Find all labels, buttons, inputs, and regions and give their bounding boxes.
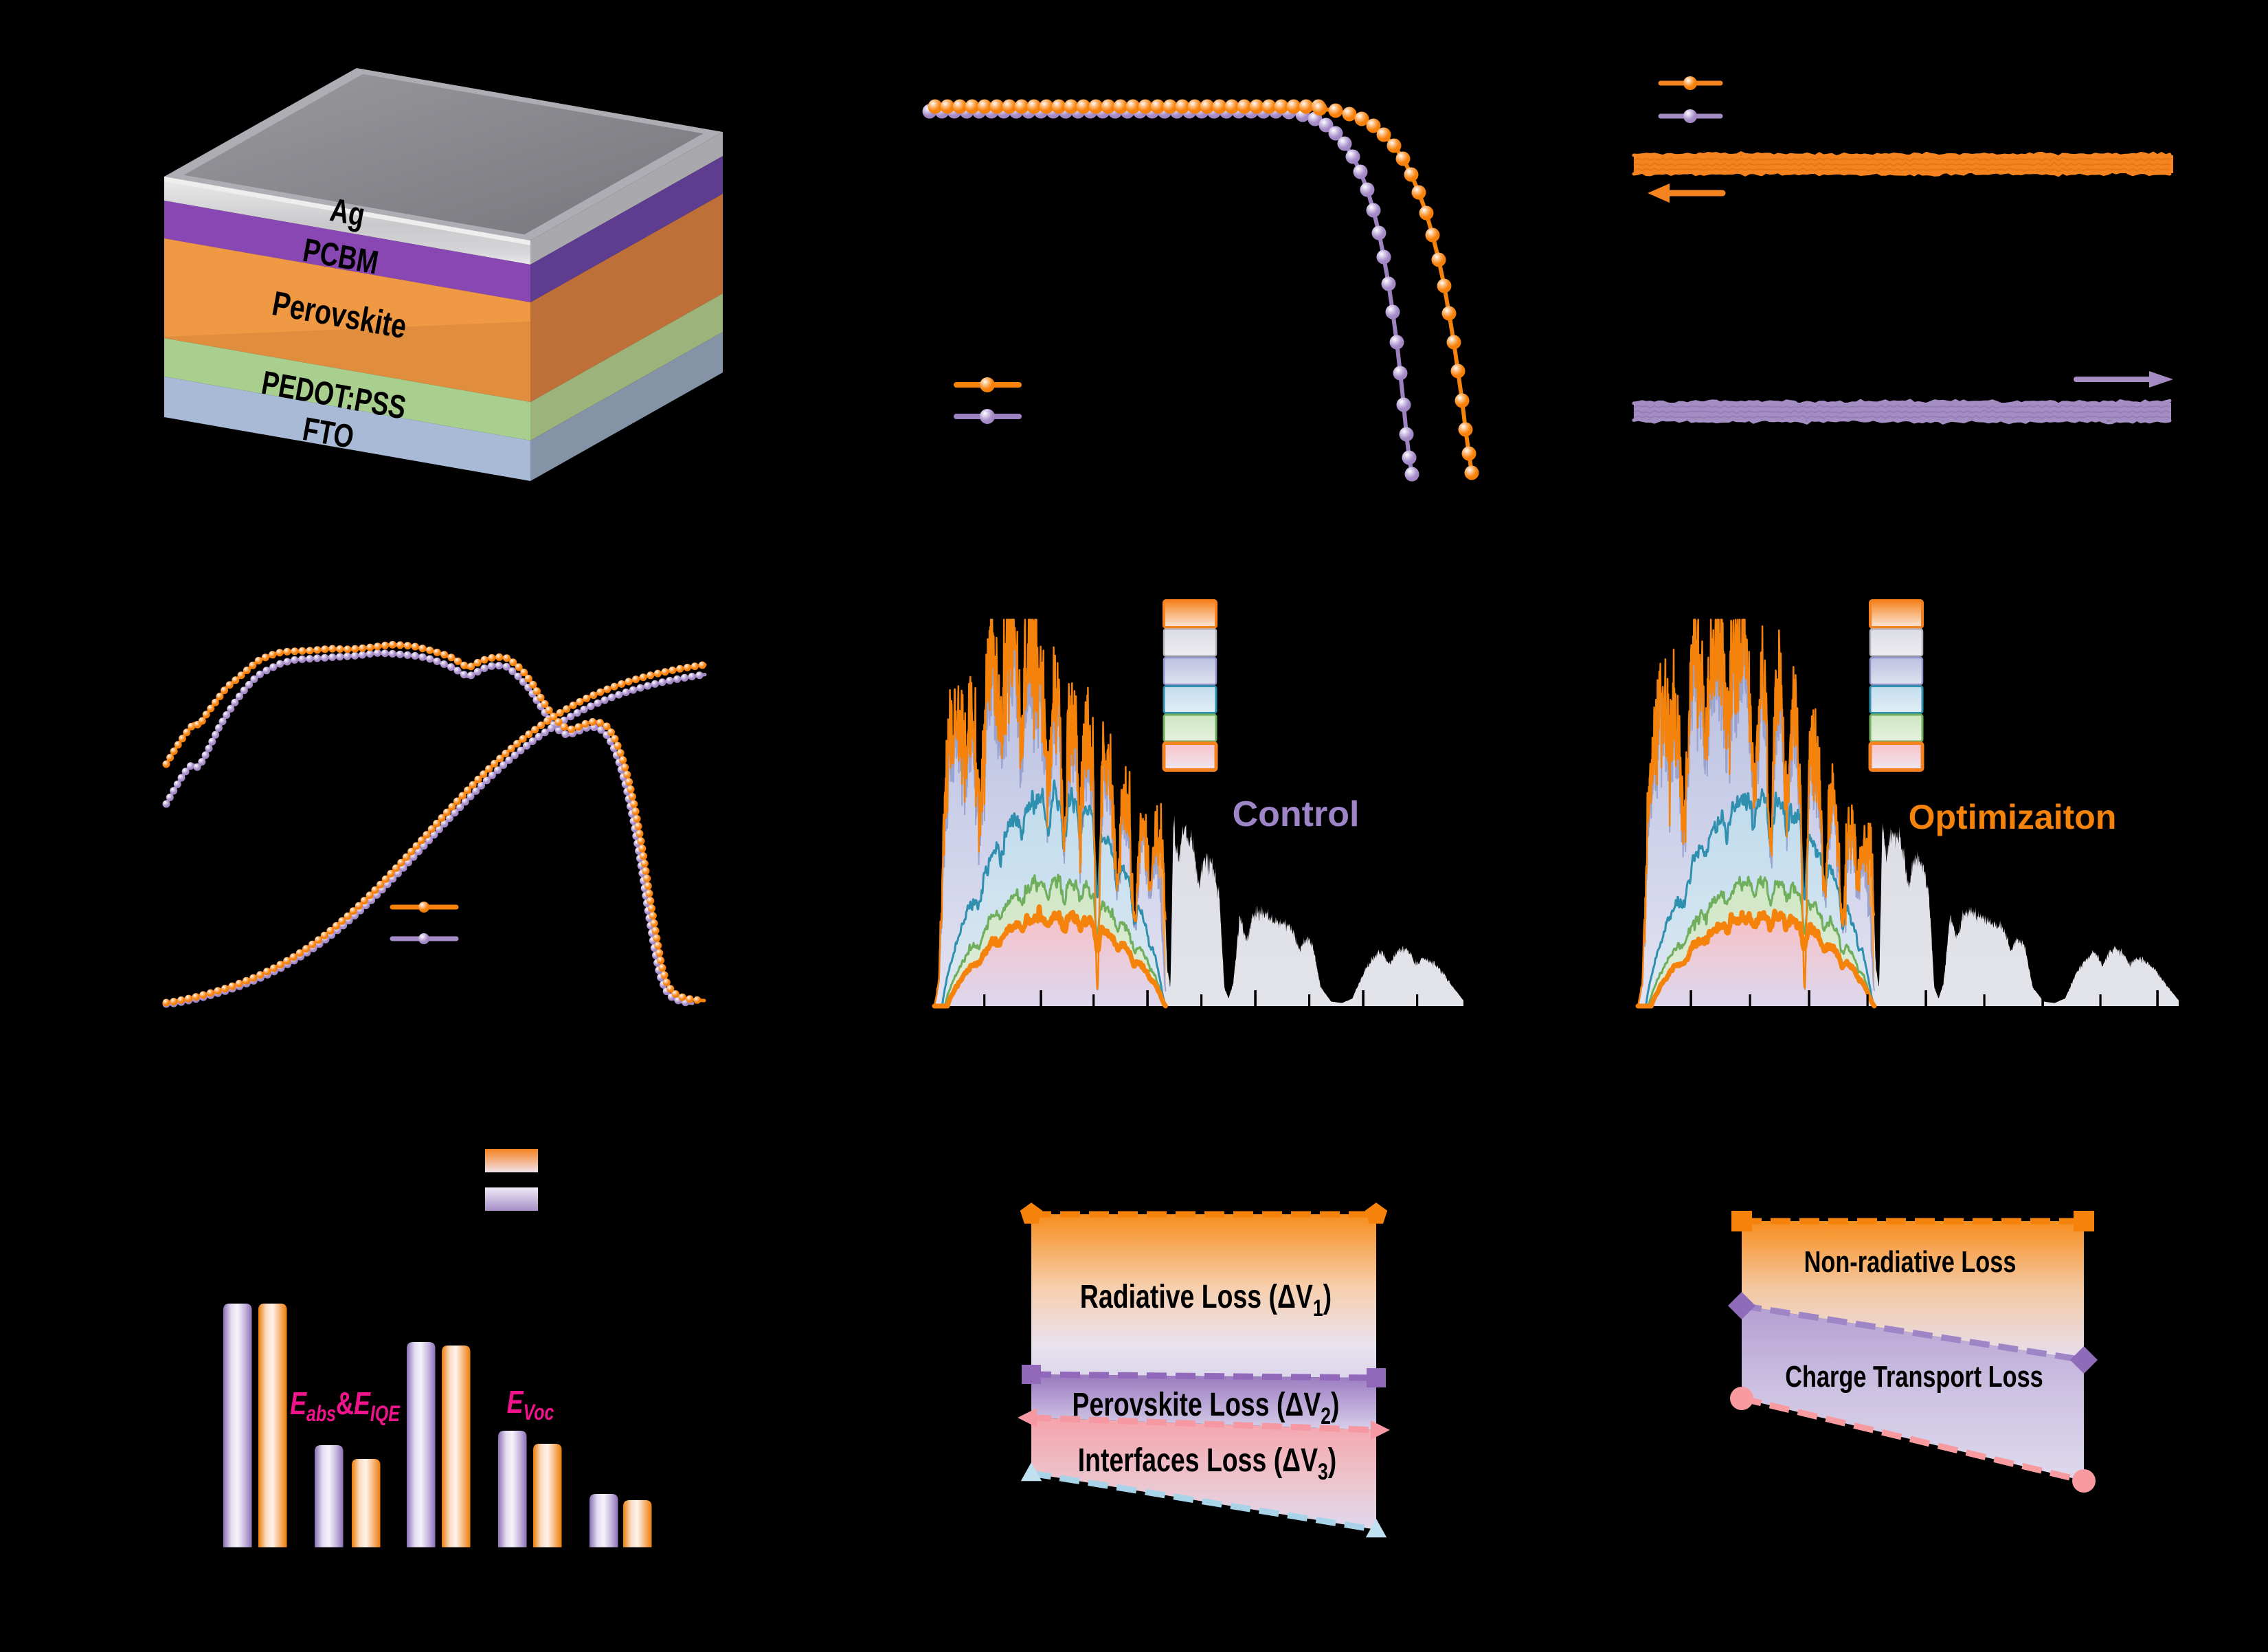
svg-text:Control: Control (1233, 794, 1360, 834)
svg-text:Interfaces Loss (ΔV3): Interfaces Loss (ΔV3) (1078, 1442, 1337, 1485)
svg-text:Radiative Loss (ΔV1): Radiative Loss (ΔV1) (1080, 1279, 1332, 1321)
svg-text:FTO: FTO (300, 411, 357, 456)
svg-text:Charge Transport Loss: Charge Transport Loss (1785, 1360, 2043, 1394)
svg-text:Perovskite Loss (ΔV2): Perovskite Loss (ΔV2) (1072, 1387, 1339, 1429)
svg-text:Ag: Ag (327, 192, 368, 234)
svg-text:Optimizaiton: Optimizaiton (1909, 798, 2117, 836)
svg-text:Non-radiative Loss: Non-radiative Loss (1804, 1245, 2017, 1279)
